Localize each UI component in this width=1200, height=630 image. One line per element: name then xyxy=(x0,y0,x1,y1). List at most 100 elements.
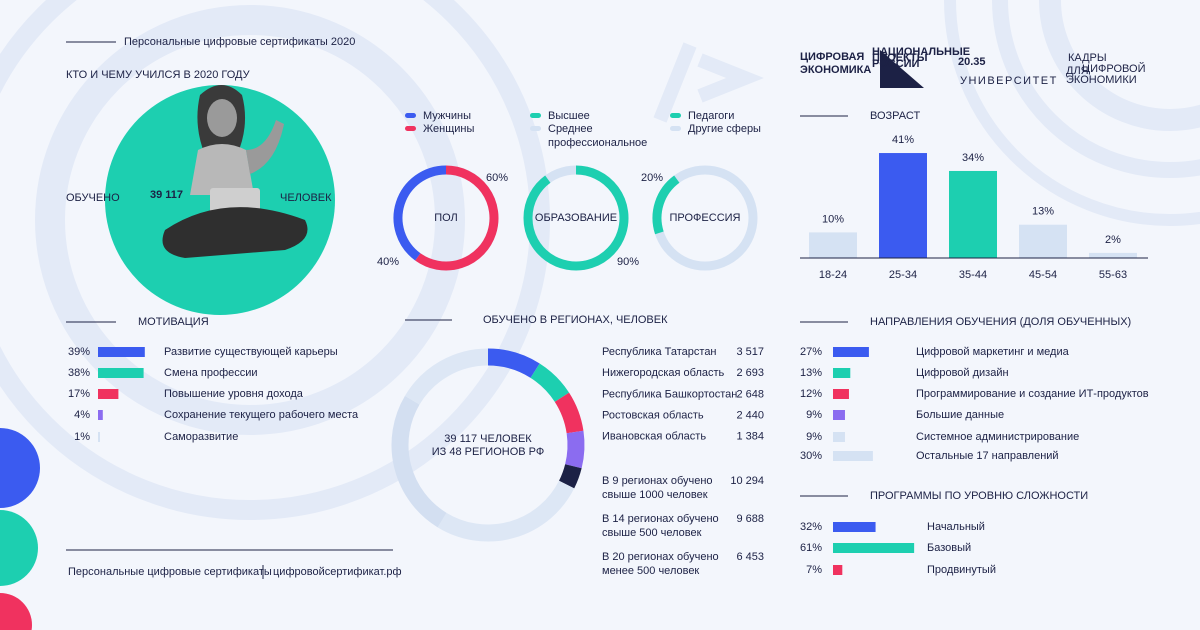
region-group-name-box: В 14 регионах обучено свыше 500 человек xyxy=(602,513,719,539)
trained-prefix: ОБУЧЕНО xyxy=(66,192,120,204)
logo-small: РОССИИ xyxy=(872,58,920,70)
decor-dot xyxy=(0,510,38,586)
donut-name: ОБРАЗОВАНИЕ xyxy=(535,212,617,224)
region-segment xyxy=(404,348,489,405)
region-segment xyxy=(487,348,540,379)
footer-text: цифровойсертификат.рф xyxy=(273,566,402,578)
logo-text: ЭКОНОМИКИ xyxy=(1066,74,1137,86)
decor-glyph xyxy=(653,42,764,123)
region-name: Ивановская область xyxy=(602,431,706,443)
share-label: 27% xyxy=(800,346,822,358)
share-name: Цифровой дизайн xyxy=(916,367,1009,379)
region-group-name: В 9 регионах обучено свыше 1000 человек xyxy=(602,475,713,501)
legend-swatch xyxy=(670,126,681,131)
logo-number: 20.35 xyxy=(958,56,986,68)
share-bar xyxy=(98,389,119,399)
kicker: Персональные цифровые сертификаты 2020 xyxy=(124,36,355,48)
ring-center-label: 39 117 ЧЕЛОВЕК xyxy=(444,433,532,445)
age-bar xyxy=(949,170,997,258)
donut-name: ПРОФЕССИЯ xyxy=(670,212,741,224)
age-category: 45-54 xyxy=(1029,269,1057,281)
region-value: 2 648 xyxy=(736,388,764,400)
decor-ring xyxy=(35,5,465,435)
age-category: 55-63 xyxy=(1099,269,1127,281)
region-segment xyxy=(554,392,584,434)
share-label: 61% xyxy=(800,542,822,554)
region-value: 2 440 xyxy=(736,410,764,422)
share-bar xyxy=(98,410,103,420)
share-name: Смена профессии xyxy=(164,367,258,379)
share-label: 12% xyxy=(800,388,822,400)
age-category: 35-44 xyxy=(959,269,987,281)
donut-segment xyxy=(415,165,499,271)
share-label: 39% xyxy=(68,346,90,358)
decor-ring xyxy=(1039,0,1200,131)
age-bar xyxy=(1019,224,1067,258)
footer-text: Персональные цифровые сертификаты xyxy=(68,566,272,578)
donut-segment xyxy=(393,165,447,261)
trained-number: 39 117 xyxy=(150,189,183,201)
share-bar xyxy=(833,410,845,420)
person-illustration xyxy=(162,85,308,258)
logo-small: ДЛЯ xyxy=(1066,65,1089,77)
section-title: ОБУЧЕНО В РЕГИОНАХ, ЧЕЛОВЕК xyxy=(483,314,668,326)
share-label: 7% xyxy=(806,564,822,576)
share-bar xyxy=(833,565,843,575)
title: КТО И ЧЕМУ УЧИЛСЯ В 2020 ГОДУ xyxy=(66,69,251,81)
decor-dot xyxy=(0,593,32,630)
legend-label-box: Среднее профессиональное xyxy=(548,123,648,149)
age-bar xyxy=(879,153,927,258)
donut-value-label: 90% xyxy=(617,256,639,268)
share-name: Развитие существующей карьеры xyxy=(164,346,338,358)
share-bar xyxy=(833,522,876,532)
legend-swatch xyxy=(405,126,416,131)
region-name: Республика Башкортостан xyxy=(602,388,737,400)
legend-label: Высшее xyxy=(548,110,590,122)
share-name: Сохранение текущего рабочего места xyxy=(164,409,359,421)
region-group-name-box: В 9 регионах обучено свыше 1000 человек xyxy=(602,475,713,501)
share-bar xyxy=(833,451,873,461)
age-value-label: 34% xyxy=(962,152,984,164)
share-name: Остальные 17 направлений xyxy=(916,450,1059,462)
age-bar xyxy=(809,232,857,258)
legend-swatch xyxy=(530,113,541,118)
logo-text: ЭКОНОМИКА xyxy=(800,64,871,76)
share-label: 1% xyxy=(74,431,90,443)
share-name: Повышение уровня дохода xyxy=(164,388,304,400)
share-label: 38% xyxy=(68,367,90,379)
share-bar xyxy=(833,543,915,553)
region-group-name: В 20 регионах обучено менее 500 человек xyxy=(602,551,719,577)
section-title: НАПРАВЛЕНИЯ ОБУЧЕНИЯ (ДОЛЯ ОБУЧЕННЫХ) xyxy=(870,316,1131,328)
logo-small: НАЦИОНАЛЬНЫЕ xyxy=(872,46,970,58)
logo-small: УНИВЕРСИТЕТ xyxy=(960,75,1058,87)
donut-value-label: 20% xyxy=(641,172,663,184)
legend-label: Педагоги xyxy=(688,110,734,122)
decor-ring xyxy=(0,0,550,520)
share-label: 13% xyxy=(800,367,822,379)
region-group-value: 9 688 xyxy=(736,513,764,525)
age-value-label: 2% xyxy=(1105,234,1121,246)
region-segment xyxy=(391,395,447,528)
age-category: 25-34 xyxy=(889,269,917,281)
age-category: 18-24 xyxy=(819,269,847,281)
region-segment xyxy=(558,463,582,489)
ring-center-label: ИЗ 48 РЕГИОНОВ РФ xyxy=(432,446,544,458)
arm xyxy=(246,120,284,174)
region-segment xyxy=(437,480,575,542)
age-value-label: 13% xyxy=(1032,206,1054,218)
legend-label: Мужчины xyxy=(423,110,471,122)
share-name: Базовый xyxy=(927,542,971,554)
share-label: 30% xyxy=(800,450,822,462)
legend-label: Среднее профессиональное xyxy=(548,123,648,149)
legs xyxy=(162,207,308,258)
region-group-value: 6 453 xyxy=(736,551,764,563)
region-group-name: В 14 регионах обучено свыше 500 человек xyxy=(602,513,719,539)
share-bar xyxy=(833,432,845,442)
share-label: 9% xyxy=(806,431,822,443)
trained-suffix: ЧЕЛОВЕК xyxy=(280,192,332,204)
share-name: Большие данные xyxy=(916,409,1004,421)
share-name: Системное администрирование xyxy=(916,431,1079,443)
share-label: 32% xyxy=(800,521,822,533)
